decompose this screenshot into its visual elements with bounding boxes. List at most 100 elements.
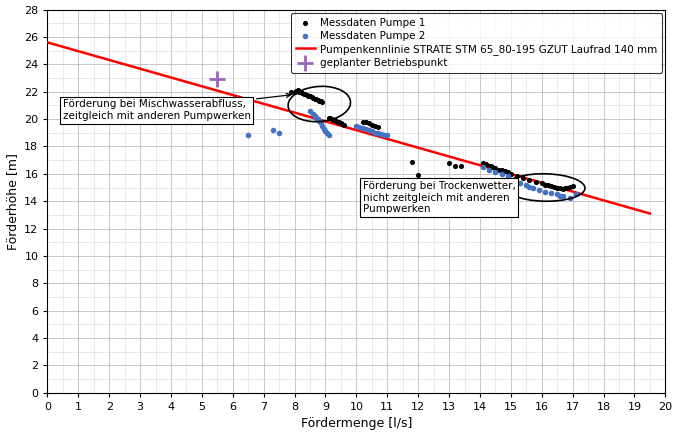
Messdaten Pumpe 1 — [303, 92, 314, 99]
Messdaten Pumpe 2 — [313, 116, 323, 123]
Messdaten Pumpe 2 — [546, 190, 557, 197]
Messdaten Pumpe 1 — [331, 118, 342, 125]
Messdaten Pumpe 2 — [477, 164, 488, 170]
Messdaten Pumpe 1 — [499, 167, 510, 174]
Messdaten Pumpe 1 — [314, 97, 325, 104]
Messdaten Pumpe 2 — [382, 132, 393, 139]
Messdaten Pumpe 1 — [542, 182, 553, 189]
Messdaten Pumpe 2 — [540, 188, 551, 195]
Messdaten Pumpe 2 — [564, 194, 575, 201]
Messdaten Pumpe 2 — [555, 192, 565, 199]
Messdaten Pumpe 1 — [456, 163, 467, 170]
X-axis label: Fördermenge [l/s]: Fördermenge [l/s] — [301, 417, 412, 430]
Messdaten Pumpe 1 — [315, 98, 326, 105]
Y-axis label: Förderhöhe [m]: Förderhöhe [m] — [5, 153, 18, 250]
Messdaten Pumpe 1 — [490, 165, 501, 172]
Messdaten Pumpe 2 — [319, 125, 330, 132]
Messdaten Pumpe 1 — [325, 115, 336, 122]
Messdaten Pumpe 2 — [376, 131, 386, 138]
Messdaten Pumpe 1 — [373, 124, 384, 131]
Messdaten Pumpe 1 — [308, 94, 319, 101]
Messdaten Pumpe 1 — [530, 179, 541, 186]
Messdaten Pumpe 1 — [337, 120, 348, 127]
Messdaten Pumpe 2 — [315, 120, 326, 127]
Messdaten Pumpe 1 — [357, 118, 368, 125]
Messdaten Pumpe 1 — [559, 185, 570, 192]
Messdaten Pumpe 1 — [552, 184, 563, 191]
Messdaten Pumpe 2 — [363, 126, 374, 133]
Messdaten Pumpe 1 — [292, 87, 303, 94]
Messdaten Pumpe 1 — [330, 117, 340, 124]
Messdaten Pumpe 1 — [413, 172, 424, 179]
Messdaten Pumpe 1 — [332, 118, 343, 125]
Messdaten Pumpe 1 — [304, 93, 315, 100]
Messdaten Pumpe 2 — [320, 128, 331, 135]
Messdaten Pumpe 2 — [515, 180, 525, 187]
Messdaten Pumpe 1 — [338, 121, 349, 128]
Messdaten Pumpe 1 — [302, 92, 313, 99]
Messdaten Pumpe 1 — [366, 121, 377, 128]
Messdaten Pumpe 1 — [546, 183, 557, 190]
Messdaten Pumpe 2 — [496, 170, 507, 177]
Messdaten Pumpe 2 — [309, 113, 320, 120]
Messdaten Pumpe 1 — [487, 164, 498, 170]
Messdaten Pumpe 2 — [351, 123, 362, 129]
Messdaten Pumpe 1 — [558, 185, 569, 192]
Messdaten Pumpe 1 — [363, 120, 374, 127]
Messdaten Pumpe 2 — [357, 125, 368, 132]
Messdaten Pumpe 2 — [534, 187, 544, 194]
Messdaten Pumpe 1 — [536, 180, 547, 187]
Messdaten Pumpe 1 — [540, 181, 551, 188]
Messdaten Pumpe 1 — [496, 167, 507, 174]
Messdaten Pumpe 1 — [555, 185, 565, 192]
Messdaten Pumpe 2 — [314, 118, 325, 125]
Messdaten Pumpe 1 — [443, 160, 454, 167]
Messdaten Pumpe 1 — [450, 162, 460, 169]
Messdaten Pumpe 1 — [298, 90, 309, 97]
Messdaten Pumpe 1 — [564, 184, 575, 191]
Messdaten Pumpe 1 — [506, 170, 517, 177]
Messdaten Pumpe 1 — [317, 99, 328, 106]
Messdaten Pumpe 1 — [297, 89, 308, 96]
Text: Förderung bei Mischwasserabfluss,
zeitgleich mit anderen Pumpwerken: Förderung bei Mischwasserabfluss, zeitgl… — [63, 93, 290, 121]
Messdaten Pumpe 2 — [354, 124, 365, 131]
Messdaten Pumpe 2 — [311, 114, 321, 121]
Messdaten Pumpe 1 — [336, 120, 346, 127]
Messdaten Pumpe 2 — [558, 193, 569, 200]
Messdaten Pumpe 1 — [502, 169, 513, 176]
Messdaten Pumpe 2 — [268, 126, 279, 133]
Messdaten Pumpe 1 — [477, 160, 488, 167]
Messdaten Pumpe 1 — [567, 183, 578, 190]
Messdaten Pumpe 2 — [304, 107, 315, 114]
Messdaten Pumpe 2 — [502, 172, 513, 179]
Messdaten Pumpe 2 — [317, 123, 328, 129]
Messdaten Pumpe 1 — [493, 166, 504, 173]
Messdaten Pumpe 2 — [490, 168, 501, 175]
Messdaten Pumpe 1 — [309, 95, 320, 102]
Messdaten Pumpe 1 — [334, 119, 345, 126]
Messdaten Pumpe 1 — [518, 174, 529, 181]
Messdaten Pumpe 1 — [294, 88, 304, 95]
Messdaten Pumpe 1 — [561, 184, 572, 191]
Messdaten Pumpe 1 — [311, 96, 321, 103]
Messdaten Pumpe 2 — [274, 129, 285, 136]
Legend: Messdaten Pumpe 1, Messdaten Pumpe 2, Pumpenkennlinie STRATE STM 65_80-195 GZUT : Messdaten Pumpe 1, Messdaten Pumpe 2, Pu… — [291, 13, 662, 73]
Messdaten Pumpe 1 — [419, 184, 430, 191]
Messdaten Pumpe 2 — [521, 182, 532, 189]
Text: Förderung bei Trockenwetter,
nicht zeitgleich mit anderen
Pumpwerken: Förderung bei Trockenwetter, nicht zeitg… — [363, 181, 515, 214]
Messdaten Pumpe 1 — [313, 96, 323, 103]
Messdaten Pumpe 1 — [481, 161, 492, 168]
Messdaten Pumpe 1 — [484, 162, 495, 169]
Messdaten Pumpe 1 — [300, 91, 311, 98]
Messdaten Pumpe 1 — [485, 163, 496, 170]
Messdaten Pumpe 2 — [323, 131, 334, 138]
Messdaten Pumpe 1 — [323, 114, 334, 121]
Messdaten Pumpe 2 — [524, 184, 535, 191]
Messdaten Pumpe 1 — [291, 88, 302, 95]
Messdaten Pumpe 2 — [360, 126, 371, 133]
Messdaten Pumpe 1 — [306, 94, 317, 101]
Messdaten Pumpe 2 — [366, 128, 377, 135]
Messdaten Pumpe 1 — [286, 88, 297, 95]
Messdaten Pumpe 2 — [527, 185, 538, 192]
Messdaten Pumpe 2 — [370, 129, 380, 136]
